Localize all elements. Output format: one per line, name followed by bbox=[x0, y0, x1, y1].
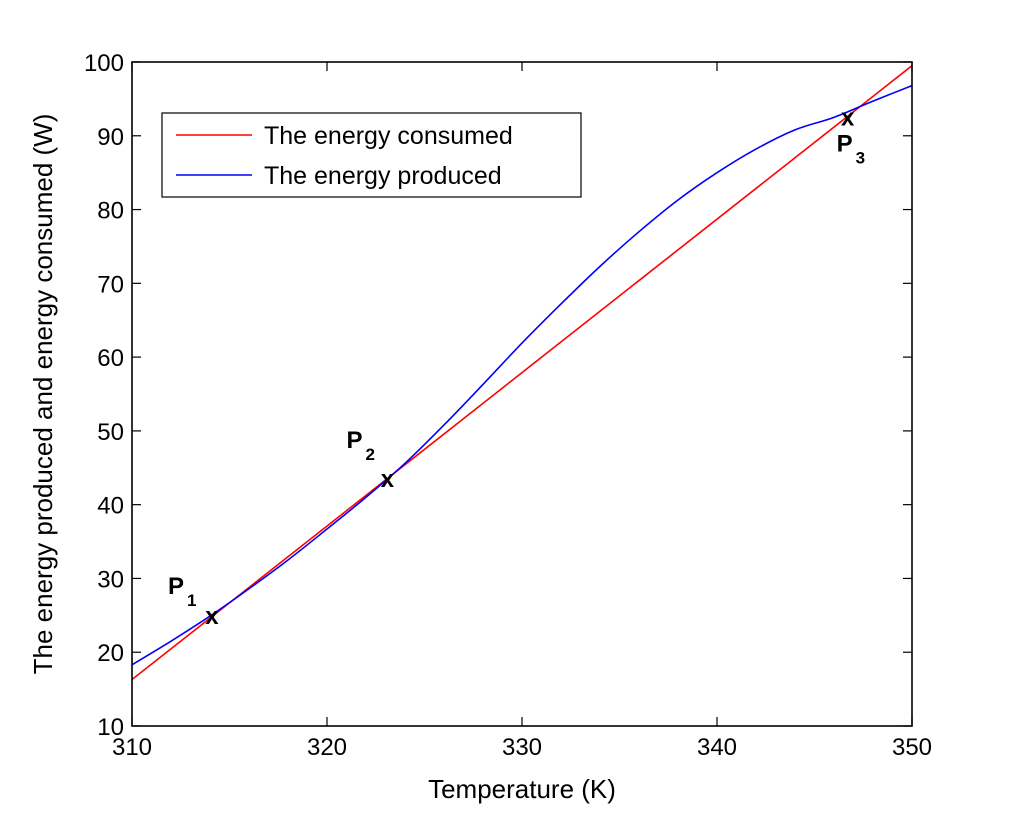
legend-entry: The energy consumed bbox=[264, 122, 513, 150]
y-tick-label: 100 bbox=[84, 50, 124, 77]
x-tick-label: 350 bbox=[892, 734, 932, 761]
plot-area bbox=[132, 65, 912, 681]
point-label-subscript: 3 bbox=[856, 148, 865, 167]
y-tick-label: 50 bbox=[97, 419, 124, 446]
point-marker: x bbox=[841, 104, 855, 131]
point-label: P bbox=[837, 130, 853, 157]
legend: The energy consumed The energy produced bbox=[161, 112, 582, 198]
point-label: P bbox=[168, 573, 184, 600]
y-tick-label: 30 bbox=[97, 566, 124, 593]
y-tick-label: 80 bbox=[97, 198, 124, 225]
series-line-1 bbox=[132, 65, 912, 681]
x-tick-label: 320 bbox=[307, 734, 347, 761]
y-axis-label: The energy produced and energy consumed … bbox=[28, 114, 58, 675]
point-label-subscript: 1 bbox=[187, 591, 196, 610]
point-marker: x bbox=[381, 466, 395, 493]
point-label-subscript: 2 bbox=[365, 445, 374, 464]
x-axis-label: Temperature (K) bbox=[428, 774, 616, 804]
legend-entry: The energy produced bbox=[264, 162, 502, 190]
series-line-2 bbox=[132, 84, 912, 666]
point-label: P bbox=[346, 427, 362, 454]
y-tick-label: 10 bbox=[97, 714, 124, 741]
y-tick-label: 90 bbox=[97, 124, 124, 151]
x-tick-label: 330 bbox=[502, 734, 542, 761]
legend-box bbox=[161, 112, 582, 198]
point-marker: x bbox=[205, 603, 219, 630]
ticks: 310 320 330 340 350 10 20 30 40 50 60 70 80 90 100 bbox=[84, 50, 932, 761]
x-tick-label: 340 bbox=[697, 734, 737, 761]
y-tick-label: 70 bbox=[97, 271, 124, 298]
y-tick-label: 20 bbox=[97, 640, 124, 667]
x-tick-label: 310 bbox=[112, 734, 152, 761]
y-tick-label: 40 bbox=[97, 493, 124, 520]
y-tick-label: 60 bbox=[97, 345, 124, 372]
